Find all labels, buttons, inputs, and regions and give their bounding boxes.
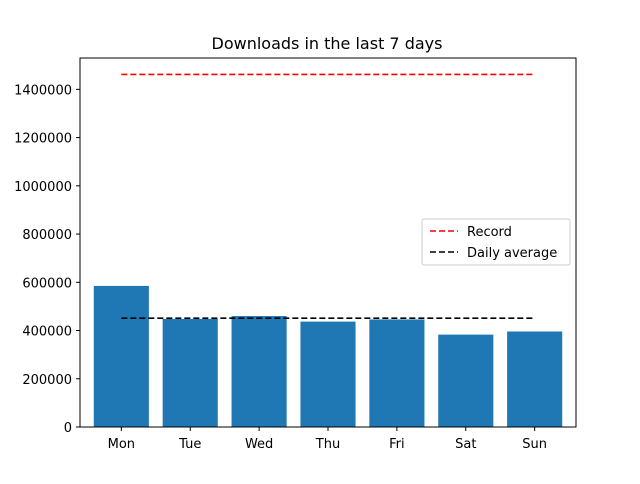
bar-sun: [507, 331, 563, 427]
bar-sat: [438, 334, 494, 427]
y-tick-label: 800000: [22, 228, 72, 243]
bar-mon: [93, 285, 149, 427]
bar-tue: [162, 318, 218, 427]
y-tick-label: 400000: [22, 325, 72, 340]
x-tick-label-sat: Sat: [455, 437, 476, 452]
legend-label: Daily average: [467, 246, 557, 261]
y-tick-label: 1200000: [14, 132, 72, 147]
y-tick-label: 0: [64, 421, 72, 436]
legend-label: Record: [467, 225, 512, 240]
axes-layer: 0 200000 400000 600000 800000 1000000 1200000 1…: [14, 57, 577, 452]
x-tick-label-sun: Sun: [522, 437, 547, 452]
x-tick-label-fri: Fri: [389, 437, 405, 452]
chart-title: Downloads in the last 7 days: [212, 34, 443, 53]
x-tick-label-mon: Mon: [108, 437, 135, 452]
y-tick-label: 1000000: [14, 180, 72, 195]
reference-lines-layer: [121, 73, 535, 320]
y-tick-label: 1400000: [14, 83, 72, 98]
legend: Record Daily average: [421, 218, 571, 266]
legend-box: [421, 218, 571, 266]
x-tick-label-thu: Thu: [315, 437, 340, 452]
x-tick-label-tue: Tue: [178, 437, 201, 452]
x-tick-label-wed: Wed: [245, 437, 273, 452]
bar-wed: [231, 316, 287, 427]
bar-thu: [300, 321, 356, 427]
y-tick-label: 600000: [22, 276, 72, 291]
bar-fri: [369, 319, 425, 427]
y-tick-label: 200000: [22, 373, 72, 388]
bars-layer: [93, 285, 563, 427]
